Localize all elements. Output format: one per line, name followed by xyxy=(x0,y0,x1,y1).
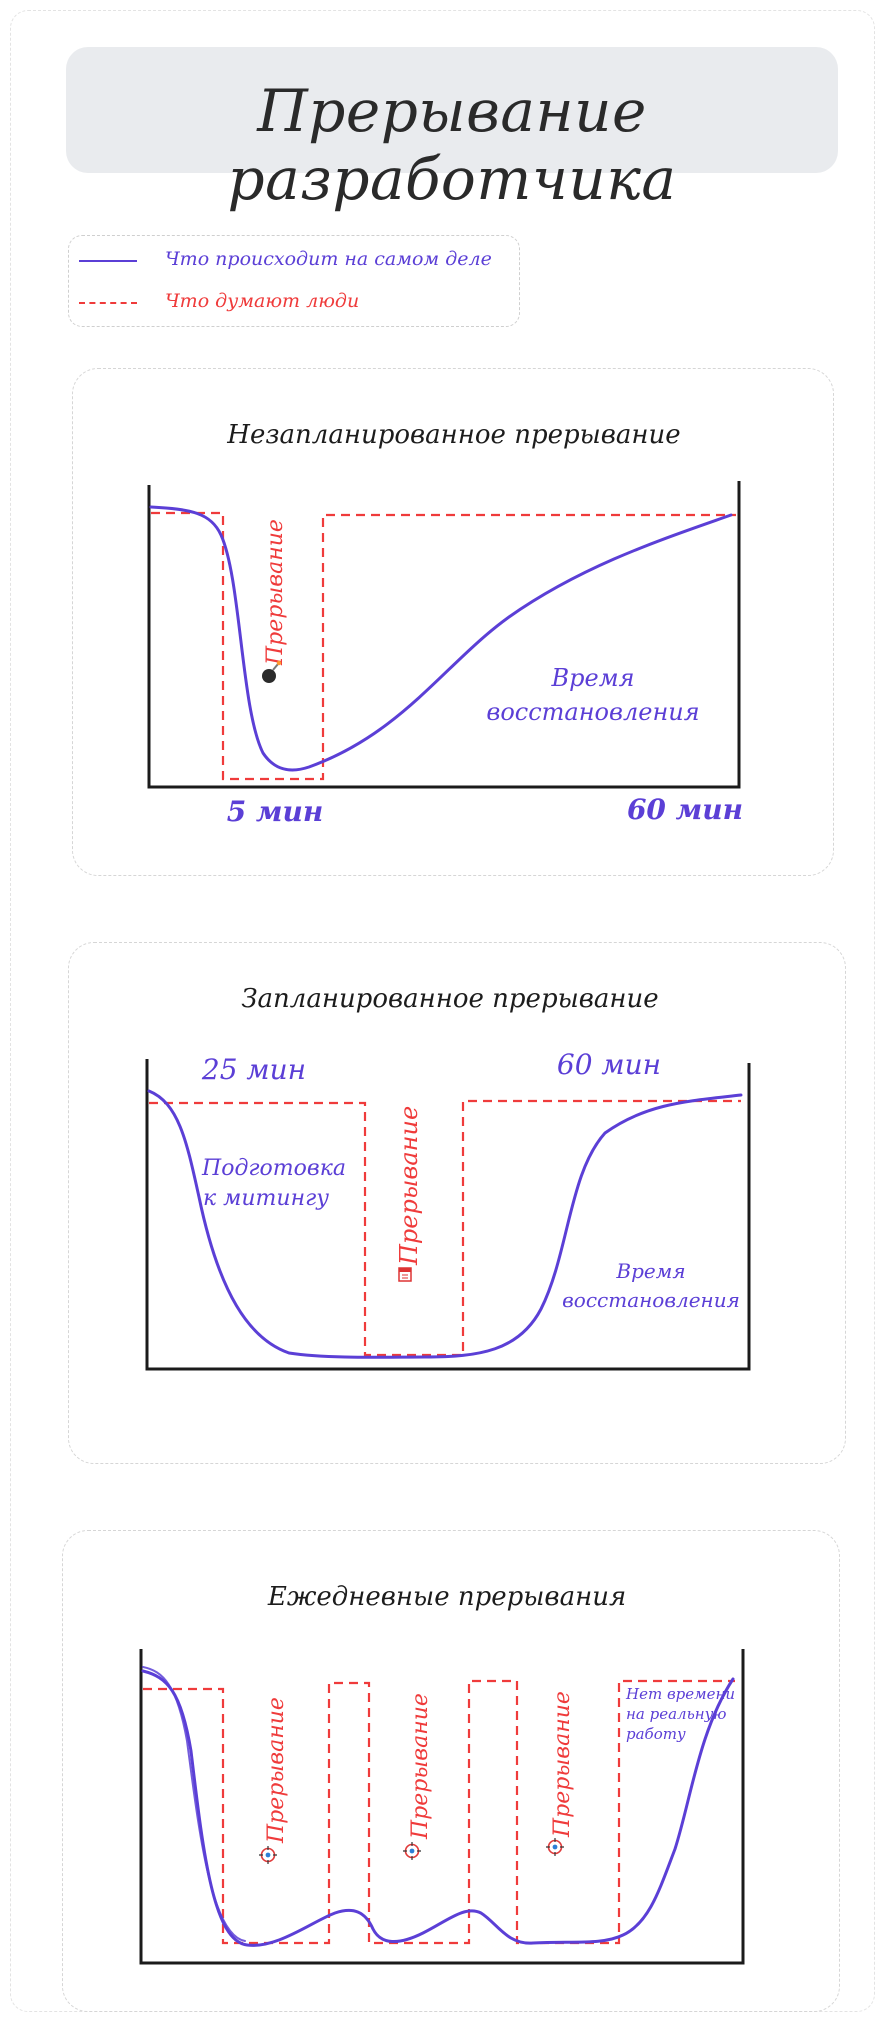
panel-daily: Ежедневные прерывания Прерывание Прерыва… xyxy=(62,1530,840,2012)
recovery-label-line2: восстановления xyxy=(562,1288,740,1312)
panel-planned: Запланированное прерывание 25 мин 60 мин… xyxy=(68,942,846,1464)
legend: Что происходит на самом деле Что думают … xyxy=(68,235,520,327)
calendar-icon xyxy=(398,1267,412,1282)
legend-item-actual: Что происходит на самом деле xyxy=(69,246,519,276)
dashed-line-swatch xyxy=(79,302,137,304)
panel-title: Запланированное прерывание xyxy=(241,984,658,1014)
target-icon xyxy=(546,1838,564,1856)
actual-productivity-curve xyxy=(147,1089,743,1359)
interrupt-label: Прерывание xyxy=(263,519,288,666)
axes-frame xyxy=(145,1059,751,1371)
axes-frame xyxy=(139,1649,745,1965)
no-time-label-line3: работу xyxy=(626,1725,686,1743)
prep-label-line2: к митингу xyxy=(203,1186,329,1211)
bomb-icon xyxy=(262,660,282,683)
expected-productivity-line xyxy=(151,511,736,781)
panel-title: Ежедневные прерывания xyxy=(267,1582,626,1612)
time-label-left: 25 мин xyxy=(201,1053,306,1086)
recovery-label-line1: Время xyxy=(615,1259,685,1283)
solid-line-swatch xyxy=(79,260,137,262)
actual-productivity-curve-shadow xyxy=(142,1666,246,1942)
axes-frame xyxy=(147,481,741,789)
prep-label-line1: Подготовка xyxy=(201,1156,346,1181)
unplanned-diagram: Незапланированное прерывание Прерывание … xyxy=(147,420,743,828)
legend-label-thought: Что думают люди xyxy=(165,290,360,312)
target-icon xyxy=(403,1842,421,1860)
daily-diagram: Ежедневные прерывания Прерывание Прерыва… xyxy=(139,1582,745,1965)
target-icon xyxy=(259,1846,277,1864)
page-title: Прерывание разработчика xyxy=(227,77,677,213)
interrupt-label-3: Прерывание xyxy=(550,1691,575,1838)
title-banner: Прерывание разработчика xyxy=(66,47,838,213)
expected-productivity-line xyxy=(149,1099,741,1357)
panel-unplanned: Незапланированное прерывание Прерывание … xyxy=(72,368,834,876)
panel-title: Незапланированное прерывание xyxy=(226,420,680,450)
recovery-label-line2: восстановления xyxy=(486,698,699,726)
interrupt-label: Прерывание xyxy=(395,1106,423,1266)
interrupt-label-1: Прерывание xyxy=(264,1697,289,1844)
planned-diagram: Запланированное прерывание 25 мин 60 мин… xyxy=(145,984,751,1371)
no-time-label-line2: на реальную xyxy=(626,1705,727,1723)
time-label-left: 5 мин xyxy=(227,795,324,828)
legend-item-thought: Что думают люди xyxy=(69,288,519,318)
time-label-right: 60 мин xyxy=(557,1048,661,1081)
actual-productivity-curve xyxy=(149,505,733,772)
recovery-label-line1: Время xyxy=(551,664,635,692)
legend-label-actual: Что происходит на самом деле xyxy=(165,248,492,270)
time-label-right: 60 мин xyxy=(627,793,743,826)
interrupt-label-2: Прерывание xyxy=(408,1693,433,1840)
no-time-label-line1: Нет времени xyxy=(625,1685,735,1703)
